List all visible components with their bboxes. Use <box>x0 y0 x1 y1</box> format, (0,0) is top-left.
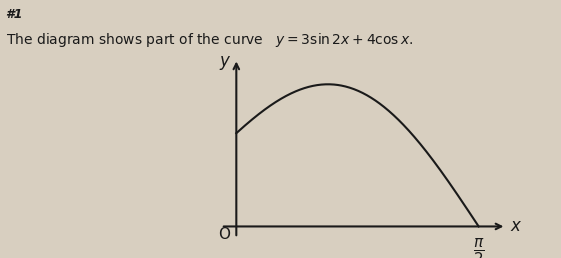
Text: #1: #1 <box>6 8 23 21</box>
Text: O: O <box>218 227 230 242</box>
Text: $\dfrac{\pi}{2}$: $\dfrac{\pi}{2}$ <box>473 237 485 258</box>
Text: y: y <box>219 52 229 70</box>
Text: x: x <box>511 217 521 236</box>
Text: The diagram shows part of the curve   $y = 3\sin 2x + 4\cos x$.: The diagram shows part of the curve $y =… <box>6 31 413 49</box>
